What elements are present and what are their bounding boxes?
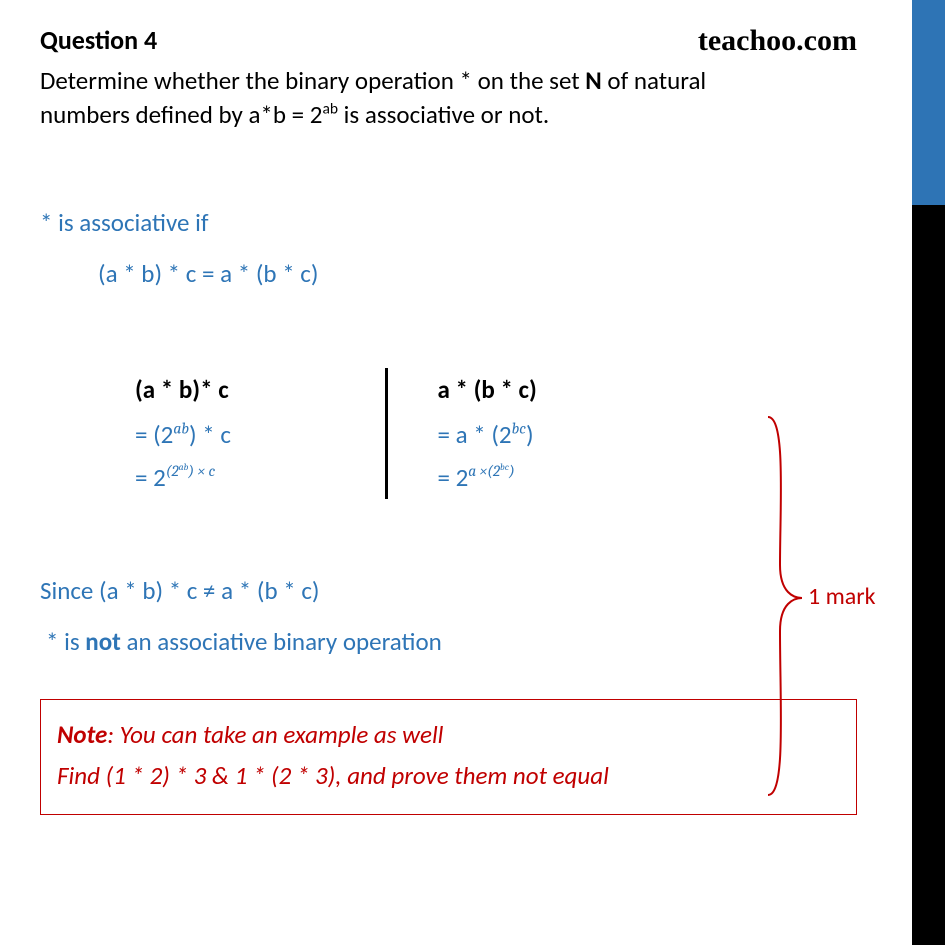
prompt-text: Determine whether the binary operation *… <box>40 65 585 96</box>
black-side-bar <box>912 205 945 945</box>
text: * is <box>46 626 85 657</box>
prompt-text: of natural <box>602 65 706 96</box>
question-prompt: Determine whether the binary operation *… <box>40 64 857 132</box>
math-text: (2 <box>166 462 179 480</box>
exponent: bc <box>512 419 526 437</box>
exponent: ab <box>179 462 189 473</box>
math-text: = 2 <box>438 462 469 493</box>
conclusion-line: * is not an associative binary operation <box>46 626 857 657</box>
right-step-2: = 2a ×(2bc) <box>438 462 537 493</box>
text: an associative binary operation <box>121 626 442 657</box>
left-step-1: = (2ab) * c <box>135 419 340 450</box>
left-step-2: = 2(2ab) × c <box>135 462 340 493</box>
exponent-ab: ab <box>322 99 338 118</box>
left-column: (a * b)* c = (2ab) * c = 2(2ab) × c <box>135 374 340 505</box>
math-text: = (2 <box>135 419 173 450</box>
math-text: (2 <box>487 462 500 480</box>
math-text: ) <box>509 462 515 480</box>
exponent: ab <box>173 419 189 437</box>
since-line: Since (a * b) * c ≠ a * (b * c) <box>40 575 857 606</box>
note-text: : You can take an example as well <box>107 719 443 750</box>
math-text: c <box>208 462 215 480</box>
right-column: a * (b * c) = a * (2bc) = 2a ×(2bc) <box>438 374 537 505</box>
exponent: a ×(2bc) <box>468 462 514 480</box>
question-label: Question 4 <box>40 24 157 56</box>
math-text: ) <box>526 419 534 450</box>
exponent: (2ab) × c <box>166 462 215 480</box>
math-text: ) × <box>188 462 208 480</box>
derivation-columns: (a * b)* c = (2ab) * c = 2(2ab) × c a * … <box>135 374 857 505</box>
prompt-text: numbers defined by a*b = 2 <box>40 99 322 130</box>
header-row: Question 4 teachoo.com <box>40 24 857 58</box>
math-text: a × <box>468 462 487 480</box>
brand-logo: teachoo.com <box>698 24 857 58</box>
right-step-1: = a * (2bc) <box>438 419 537 450</box>
math-text: = a * (2 <box>438 419 512 450</box>
note-label: Note <box>57 719 107 750</box>
emphasis-not: not <box>85 626 121 657</box>
blue-side-bar <box>912 0 945 205</box>
prompt-text: is associative or not. <box>338 99 549 130</box>
associative-condition-label: * is associative if <box>40 207 857 238</box>
math-text: = 2 <box>135 462 166 493</box>
note-text: Find (1 * 2) * 3 & 1 * (2 * 3), and prov… <box>57 760 609 791</box>
associative-condition-eq: (a * b) * c = a * (b * c) <box>98 258 857 289</box>
exponent: bc <box>500 462 509 473</box>
left-heading: (a * b)* c <box>135 374 340 405</box>
column-divider <box>385 368 388 499</box>
mark-label: 1 mark <box>808 582 876 611</box>
math-text: ) * c <box>189 419 231 450</box>
set-N: N <box>585 65 601 96</box>
note-box: Note: You can take an example as well Fi… <box>40 699 857 816</box>
right-heading: a * (b * c) <box>438 374 537 405</box>
